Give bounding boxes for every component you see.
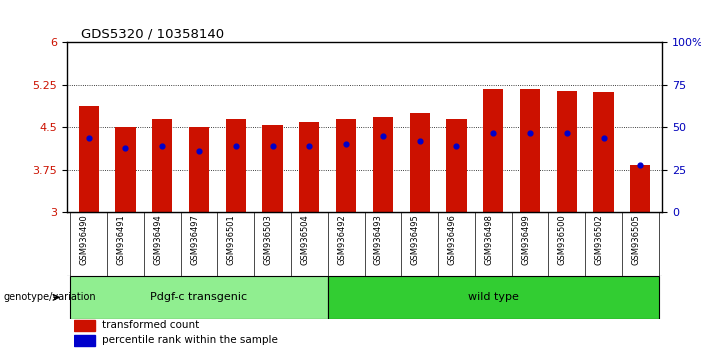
Point xyxy=(83,135,94,141)
Bar xyxy=(74,320,95,331)
Point xyxy=(562,130,573,135)
Text: GSM936498: GSM936498 xyxy=(484,214,494,265)
Text: GSM936493: GSM936493 xyxy=(374,214,383,265)
Text: GSM936496: GSM936496 xyxy=(447,214,456,265)
Text: GSM936499: GSM936499 xyxy=(521,214,530,265)
Point xyxy=(120,145,131,151)
Bar xyxy=(226,119,246,212)
Point xyxy=(304,143,315,149)
Text: genotype/variation: genotype/variation xyxy=(4,292,96,302)
Text: GDS5320 / 10358140: GDS5320 / 10358140 xyxy=(81,28,224,41)
Point xyxy=(193,148,205,154)
Bar xyxy=(483,90,503,212)
Text: transformed count: transformed count xyxy=(102,320,199,330)
Text: GSM936502: GSM936502 xyxy=(594,214,604,265)
Bar xyxy=(262,125,283,212)
Point xyxy=(598,135,609,141)
Point xyxy=(377,133,388,139)
Bar xyxy=(557,91,577,212)
Bar xyxy=(299,122,320,212)
Point xyxy=(267,143,278,149)
Point xyxy=(156,143,168,149)
Bar xyxy=(409,113,430,212)
Bar xyxy=(447,119,467,212)
Bar xyxy=(74,335,95,346)
Bar xyxy=(70,276,328,319)
Text: GSM936491: GSM936491 xyxy=(116,214,125,265)
Point xyxy=(341,142,352,147)
Bar xyxy=(630,165,651,212)
Text: percentile rank within the sample: percentile rank within the sample xyxy=(102,335,278,345)
Bar xyxy=(152,119,172,212)
Text: GSM936492: GSM936492 xyxy=(337,214,346,265)
Bar xyxy=(336,119,356,212)
Point xyxy=(230,143,241,149)
Text: GSM936504: GSM936504 xyxy=(300,214,309,265)
Bar xyxy=(373,117,393,212)
Bar xyxy=(79,106,99,212)
Text: GSM936505: GSM936505 xyxy=(632,214,641,265)
Bar xyxy=(189,127,209,212)
Text: GSM936495: GSM936495 xyxy=(411,214,420,265)
Text: GSM936501: GSM936501 xyxy=(227,214,236,265)
Text: GSM936500: GSM936500 xyxy=(558,214,567,265)
Text: Pdgf-c transgenic: Pdgf-c transgenic xyxy=(151,292,247,302)
Bar xyxy=(328,276,659,319)
Point xyxy=(414,138,426,144)
Bar xyxy=(594,92,613,212)
Bar xyxy=(520,90,540,212)
Bar xyxy=(116,127,135,212)
Point xyxy=(451,143,462,149)
Text: GSM936490: GSM936490 xyxy=(80,214,88,265)
Text: GSM936494: GSM936494 xyxy=(154,214,162,265)
Text: GSM936503: GSM936503 xyxy=(264,214,273,265)
Point xyxy=(635,162,646,168)
Point xyxy=(524,130,536,135)
Text: wild type: wild type xyxy=(468,292,519,302)
Text: GSM936497: GSM936497 xyxy=(190,214,199,265)
Point xyxy=(488,130,499,135)
